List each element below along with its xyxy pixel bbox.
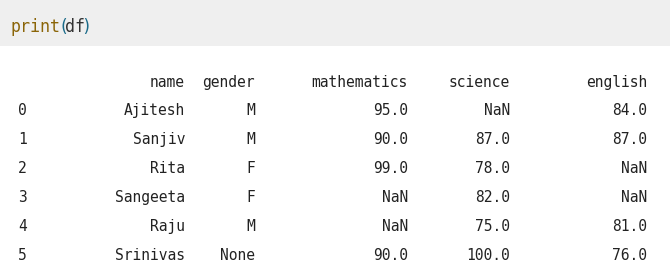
Text: 87.0: 87.0 bbox=[612, 132, 647, 147]
Text: 76.0: 76.0 bbox=[612, 248, 647, 261]
Text: Sangeeta: Sangeeta bbox=[115, 190, 185, 205]
Text: NaN: NaN bbox=[382, 219, 408, 234]
Text: 81.0: 81.0 bbox=[612, 219, 647, 234]
Text: 1: 1 bbox=[18, 132, 27, 147]
Text: M: M bbox=[247, 219, 255, 234]
Text: 2: 2 bbox=[18, 161, 27, 176]
Text: Rita: Rita bbox=[150, 161, 185, 176]
Text: None: None bbox=[220, 248, 255, 261]
Text: 82.0: 82.0 bbox=[475, 190, 510, 205]
Text: Sanjiv: Sanjiv bbox=[133, 132, 185, 147]
Text: F: F bbox=[247, 190, 255, 205]
Text: ): ) bbox=[81, 18, 91, 36]
Text: NaN: NaN bbox=[620, 161, 647, 176]
Text: M: M bbox=[247, 132, 255, 147]
Text: science: science bbox=[449, 75, 510, 90]
Text: NaN: NaN bbox=[484, 103, 510, 118]
Text: 5: 5 bbox=[18, 248, 27, 261]
FancyBboxPatch shape bbox=[0, 0, 670, 46]
Text: NaN: NaN bbox=[620, 190, 647, 205]
Text: 95.0: 95.0 bbox=[373, 103, 408, 118]
Text: english: english bbox=[586, 75, 647, 90]
Text: 4: 4 bbox=[18, 219, 27, 234]
Text: Ajitesh: Ajitesh bbox=[124, 103, 185, 118]
Text: 84.0: 84.0 bbox=[612, 103, 647, 118]
Text: (: ( bbox=[58, 18, 68, 36]
Text: 3: 3 bbox=[18, 190, 27, 205]
Text: df: df bbox=[66, 18, 86, 36]
Text: gender: gender bbox=[202, 75, 255, 90]
Text: 75.0: 75.0 bbox=[475, 219, 510, 234]
Text: NaN: NaN bbox=[382, 190, 408, 205]
Text: 99.0: 99.0 bbox=[373, 161, 408, 176]
Text: 0: 0 bbox=[18, 103, 27, 118]
Text: 78.0: 78.0 bbox=[475, 161, 510, 176]
Text: M: M bbox=[247, 103, 255, 118]
Text: print: print bbox=[10, 18, 60, 36]
Text: 90.0: 90.0 bbox=[373, 132, 408, 147]
Text: F: F bbox=[247, 161, 255, 176]
Text: 87.0: 87.0 bbox=[475, 132, 510, 147]
Text: mathematics: mathematics bbox=[312, 75, 408, 90]
Text: 90.0: 90.0 bbox=[373, 248, 408, 261]
Text: Raju: Raju bbox=[150, 219, 185, 234]
Text: name: name bbox=[150, 75, 185, 90]
Text: 100.0: 100.0 bbox=[466, 248, 510, 261]
Text: Srinivas: Srinivas bbox=[115, 248, 185, 261]
